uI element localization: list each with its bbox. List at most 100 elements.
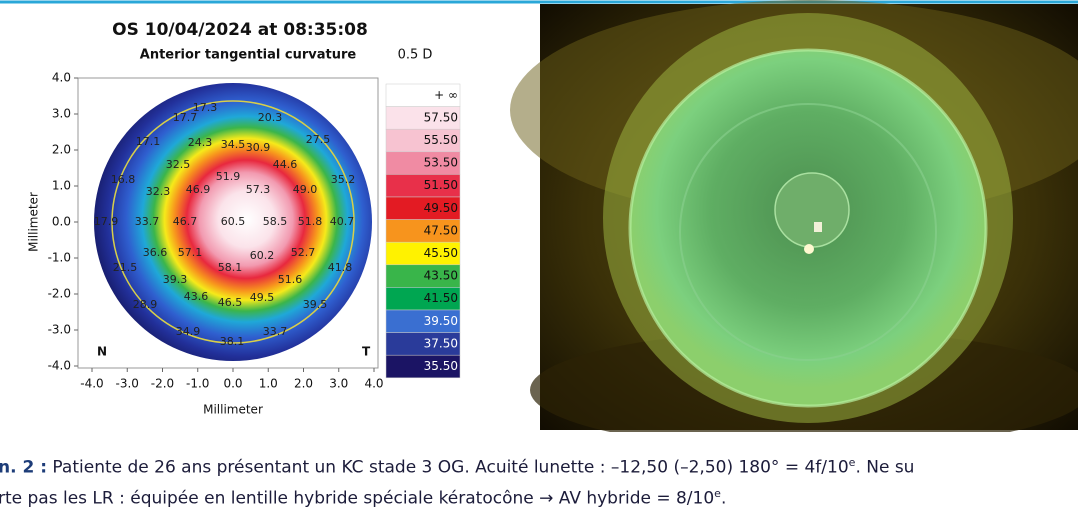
reflex-square	[814, 222, 822, 232]
map-value: 20.3	[258, 111, 283, 124]
y-tick-label: 0.0	[52, 215, 71, 229]
map-value: 36.6	[143, 246, 168, 259]
map-value: 16.8	[111, 173, 136, 186]
caption-line: n. 2 : Patiente de 26 ans présentant un …	[0, 456, 1078, 478]
scale-label: 35.50	[424, 359, 458, 373]
map-value: 51.6	[278, 273, 303, 286]
map-value: 27.5	[306, 133, 331, 146]
map-subtitle: Anterior tangential curvature	[140, 48, 357, 63]
map-value: 35.2	[331, 173, 356, 186]
x-tick-label: 3.0	[329, 377, 348, 391]
caption-text: Patiente de 26 ans présentant un KC stad…	[47, 457, 849, 478]
map-value: 17.1	[136, 135, 161, 148]
x-tick-label: 0.0	[223, 377, 242, 391]
scale-label: 43.50	[424, 269, 458, 283]
scale-label: 53.50	[424, 156, 458, 170]
map-value: 52.7	[291, 246, 316, 259]
scale-label: 45.50	[424, 246, 458, 260]
y-label: Millimeter	[27, 192, 41, 252]
x-label: Millimeter	[203, 403, 263, 417]
map-value: 41.8	[328, 261, 353, 274]
temporal-mark: T	[362, 345, 371, 359]
caption-sup: e	[714, 487, 721, 500]
reflex	[804, 244, 814, 254]
figure: OS 10/04/2024 at 08:35:08 Anterior tange…	[0, 0, 1078, 432]
map-value: 51.9	[216, 170, 241, 183]
y-tick-label: 1.0	[52, 179, 71, 193]
caption-text: rte pas les LR : équipée en lentille hyb…	[0, 488, 715, 509]
map-value: 46.7	[173, 215, 198, 228]
map-value: 60.5	[221, 215, 246, 228]
map-value: 58.5	[263, 215, 288, 228]
y-tick-label: -3.0	[48, 323, 71, 337]
map-value: 49.0	[293, 183, 318, 196]
map-value: 34.5	[221, 138, 246, 151]
scale-label: 37.50	[424, 336, 458, 350]
map-value: 40.7	[330, 215, 355, 228]
map-value: 34.9	[176, 325, 201, 338]
map-value: 39.3	[163, 273, 188, 286]
map-frame	[77, 77, 379, 369]
x-tick-label: -4.0	[80, 377, 103, 391]
map-value: 33.7	[135, 215, 160, 228]
caption-sup: e	[848, 456, 856, 469]
map-value: 57.1	[178, 246, 203, 259]
map-value: 17.9	[94, 215, 119, 228]
map-step: 0.5 D	[398, 48, 433, 63]
nasal-mark: N	[97, 345, 107, 359]
y-tick-label: 3.0	[52, 107, 71, 121]
x-tick-label: -3.0	[116, 377, 139, 391]
y-tick-label: 4.0	[52, 71, 71, 85]
map-value: 38.1	[220, 335, 245, 348]
y-tick-label: -4.0	[48, 359, 71, 373]
caption-line: rte pas les LR : équipée en lentille hyb…	[0, 487, 1078, 509]
y-tick-label: -1.0	[48, 251, 71, 265]
x-tick-label: 2.0	[294, 377, 313, 391]
map-value: 32.3	[146, 185, 171, 198]
map-value: 58.1	[218, 261, 243, 274]
map-value: 24.3	[188, 136, 213, 149]
scale-label: 47.50	[424, 223, 458, 237]
scale-label: 51.50	[424, 178, 458, 192]
map-value: 17.7	[173, 111, 198, 124]
y-tick-label: -2.0	[48, 287, 71, 301]
scale-label: 57.50	[424, 110, 458, 124]
x-tick-label: -2.0	[151, 377, 174, 391]
map-value: 28.9	[133, 298, 158, 311]
scale-label: + ∞	[434, 88, 458, 102]
map-value: 33.7	[263, 325, 288, 338]
scale-label: 55.50	[424, 133, 458, 147]
map-value: 21.5	[113, 261, 138, 274]
map-value: 46.9	[186, 183, 211, 196]
map-value: 43.6	[184, 290, 209, 303]
x-tick-label: -1.0	[186, 377, 209, 391]
map-value: 39.5	[303, 298, 328, 311]
scale-label: 49.50	[424, 201, 458, 215]
caption-text: . Ne su	[855, 457, 915, 478]
map-value: 30.9	[246, 141, 271, 154]
map-value: 17.3	[193, 101, 218, 114]
y-tick-label: 2.0	[52, 143, 71, 157]
caption-text: .	[720, 488, 727, 509]
map-value: 49.5	[250, 291, 275, 304]
zone-circle	[111, 100, 355, 344]
map-value: 44.6	[273, 158, 298, 171]
eye-photo	[510, 0, 1078, 432]
scale-label: 41.50	[424, 291, 458, 305]
caption-label: n. 2 :	[0, 457, 48, 478]
map-value: 46.5	[218, 296, 243, 309]
x-tick-label: 4.0	[364, 377, 383, 391]
iris-ring	[679, 103, 937, 361]
x-tick-label: 1.0	[259, 377, 278, 391]
map-value: 32.5	[166, 158, 191, 171]
pupil	[774, 172, 850, 248]
topography	[94, 83, 372, 361]
scale-label: 39.50	[424, 314, 458, 328]
lens-edge	[628, 48, 988, 408]
map-title: OS 10/04/2024 at 08:35:08	[112, 20, 368, 40]
scale-swatch	[385, 354, 461, 379]
map-value: 60.2	[250, 249, 275, 262]
map-value: 51.8	[298, 215, 323, 228]
map-value: 57.3	[246, 183, 271, 196]
